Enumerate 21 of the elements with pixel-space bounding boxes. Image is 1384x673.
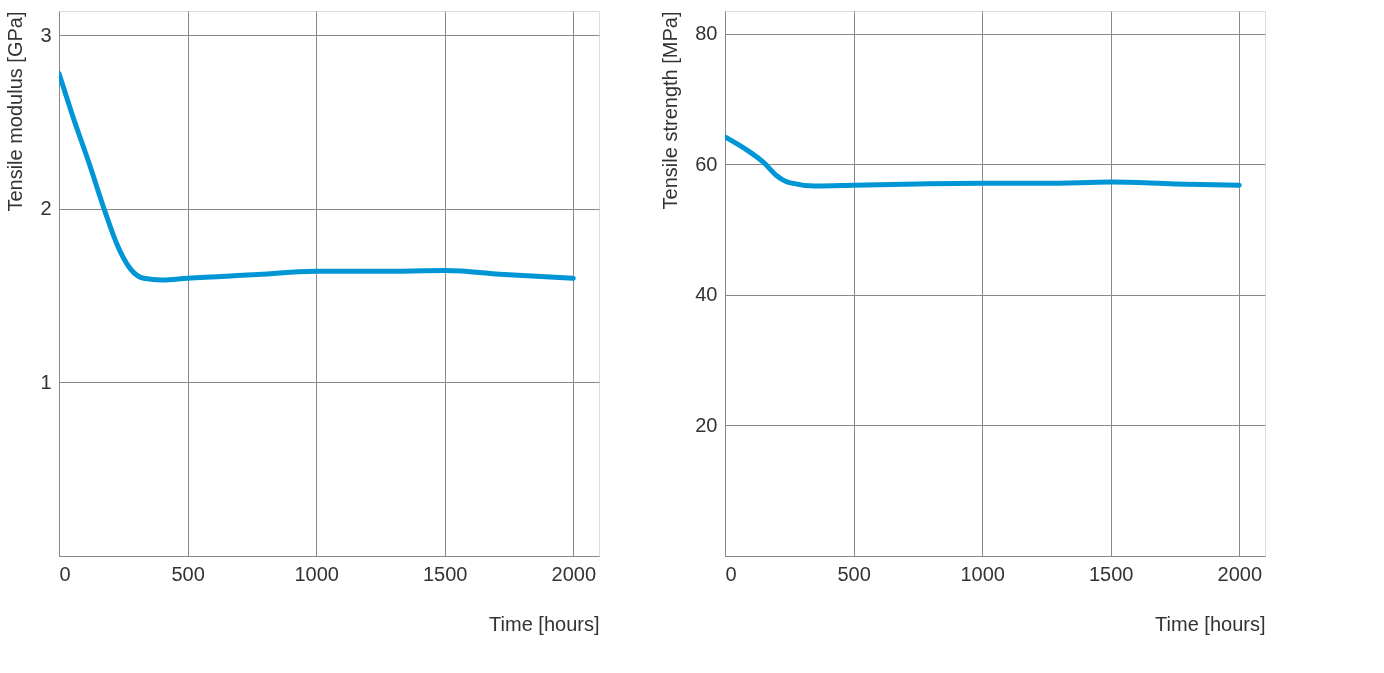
y-axis-title: Tensile modulus [GPa] [4,11,27,212]
x-tick-label: 1000 [960,562,1005,585]
x-tick-label: 2000 [551,562,597,585]
y-tick-label: 20 [695,413,718,436]
x-tick-label: 0 [59,562,71,585]
x-tick-label: 1500 [422,562,468,585]
x-tick-label: 500 [837,562,871,585]
y-tick-label: 40 [695,283,718,306]
x-axis-title: Time [hours] [489,612,600,635]
x-tick-label: 1000 [294,562,339,585]
x-axis-title: Time [hours] [1155,612,1266,635]
y-tick-label: 60 [695,152,718,175]
x-tick-label: 2000 [1217,562,1263,585]
y-tick-label: 3 [40,23,52,46]
x-tick-label: 0 [725,562,737,585]
y-axis-title: Tensile strength [MPa] [659,11,682,210]
y-tick-label: 2 [40,197,52,220]
x-tick-label: 500 [171,562,205,585]
x-tick-label: 1500 [1088,562,1134,585]
y-tick-label: 80 [695,22,718,45]
y-tick-label: 1 [40,370,52,393]
